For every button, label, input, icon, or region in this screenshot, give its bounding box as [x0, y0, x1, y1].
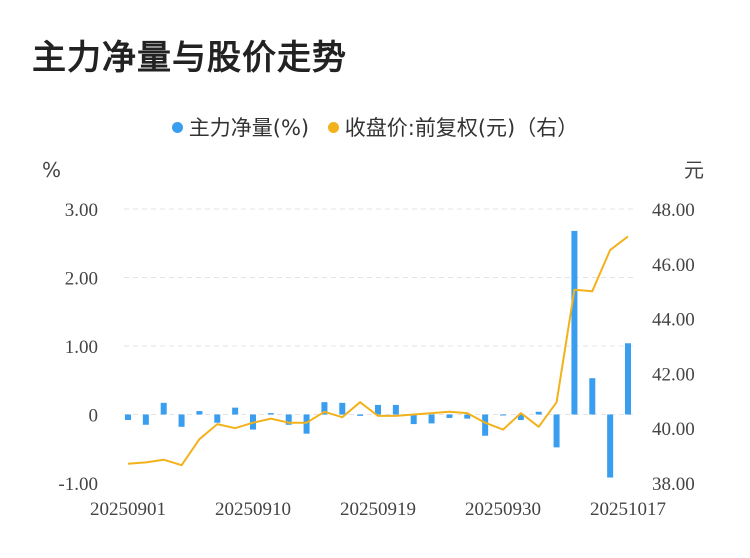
right-axis-tick-label: 40.00: [652, 419, 695, 440]
right-axis-tick-label: 44.00: [652, 310, 695, 331]
left-axis-tick-label: 1.00: [65, 337, 98, 358]
net-volume-bar[interactable]: [464, 414, 471, 419]
net-volume-bar[interactable]: [339, 402, 346, 415]
net-volume-bar[interactable]: [196, 411, 203, 415]
x-axis-tick-label: 20250919: [340, 499, 416, 520]
net-volume-bar[interactable]: [625, 343, 631, 415]
legend-label-net-volume: 主力净量(%): [188, 116, 310, 140]
net-volume-bar[interactable]: [321, 402, 328, 415]
line-series: [127, 235, 629, 467]
right-axis-tick-label: 38.00: [652, 474, 695, 495]
net-volume-bar[interactable]: [553, 414, 560, 448]
net-volume-bar[interactable]: [285, 414, 292, 425]
net-volume-bar[interactable]: [589, 378, 596, 415]
net-volume-bar[interactable]: [160, 402, 167, 415]
x-axis-tick-label: 20250910: [215, 499, 291, 520]
bar-series: [125, 230, 631, 478]
net-volume-bar[interactable]: [357, 414, 364, 416]
net-volume-bar[interactable]: [607, 414, 614, 478]
left-axis-tick-label: 3.00: [65, 200, 98, 221]
net-volume-bar[interactable]: [142, 414, 149, 425]
net-volume-bar[interactable]: [303, 414, 310, 434]
legend-marker-close-price: [327, 121, 339, 133]
close-price-line[interactable]: [127, 235, 629, 467]
net-volume-bar[interactable]: [214, 414, 221, 423]
net-volume-bar[interactable]: [571, 230, 578, 415]
x-axis-tick-label: 20251017: [590, 499, 666, 520]
left-axis-tick-label: 0: [89, 406, 99, 427]
left-axis-tick-label: -1.00: [58, 474, 98, 495]
right-axis-tick-label: 42.00: [652, 364, 695, 385]
net-volume-bar[interactable]: [428, 414, 435, 424]
left-axis-tick-label: 2.00: [65, 269, 98, 290]
axis-labels: 3.00 2.00 1.00 0 -1.00 48.00 46.00 44.00 42.00 40…: [42, 158, 704, 520]
net-volume-bar[interactable]: [125, 414, 131, 420]
right-axis-tick-label: 46.00: [652, 255, 695, 276]
net-volume-bar[interactable]: [500, 414, 506, 416]
legend-marker-net-volume: [171, 121, 183, 133]
net-volume-bar[interactable]: [410, 414, 417, 425]
legend-item-net-volume[interactable]: 主力净量(%): [171, 112, 310, 142]
net-volume-bar[interactable]: [267, 413, 274, 415]
x-axis-tick-label: 20250901: [90, 499, 166, 520]
net-volume-bar[interactable]: [232, 407, 239, 415]
right-axis-unit: 元: [684, 158, 704, 182]
net-volume-bar[interactable]: [517, 414, 524, 420]
chart-legend: 主力净量(%) 收盘价:前复权(元)（右）: [0, 112, 750, 142]
x-axis-tick-label: 20250930: [465, 499, 541, 520]
net-volume-bar[interactable]: [375, 404, 381, 415]
chart-title: 主力净量与股价走势: [32, 38, 347, 78]
net-volume-bar[interactable]: [535, 411, 542, 415]
legend-item-close-price[interactable]: 收盘价:前复权(元)（右）: [327, 112, 579, 142]
left-axis-unit: %: [42, 158, 61, 182]
right-axis-tick-label: 48.00: [652, 200, 695, 221]
net-volume-bar[interactable]: [446, 414, 453, 418]
net-volume-bar[interactable]: [392, 404, 399, 415]
net-volume-bar[interactable]: [178, 414, 185, 427]
legend-label-close-price: 收盘价:前复权(元)（右）: [344, 116, 579, 140]
net-volume-bar[interactable]: [482, 414, 489, 436]
